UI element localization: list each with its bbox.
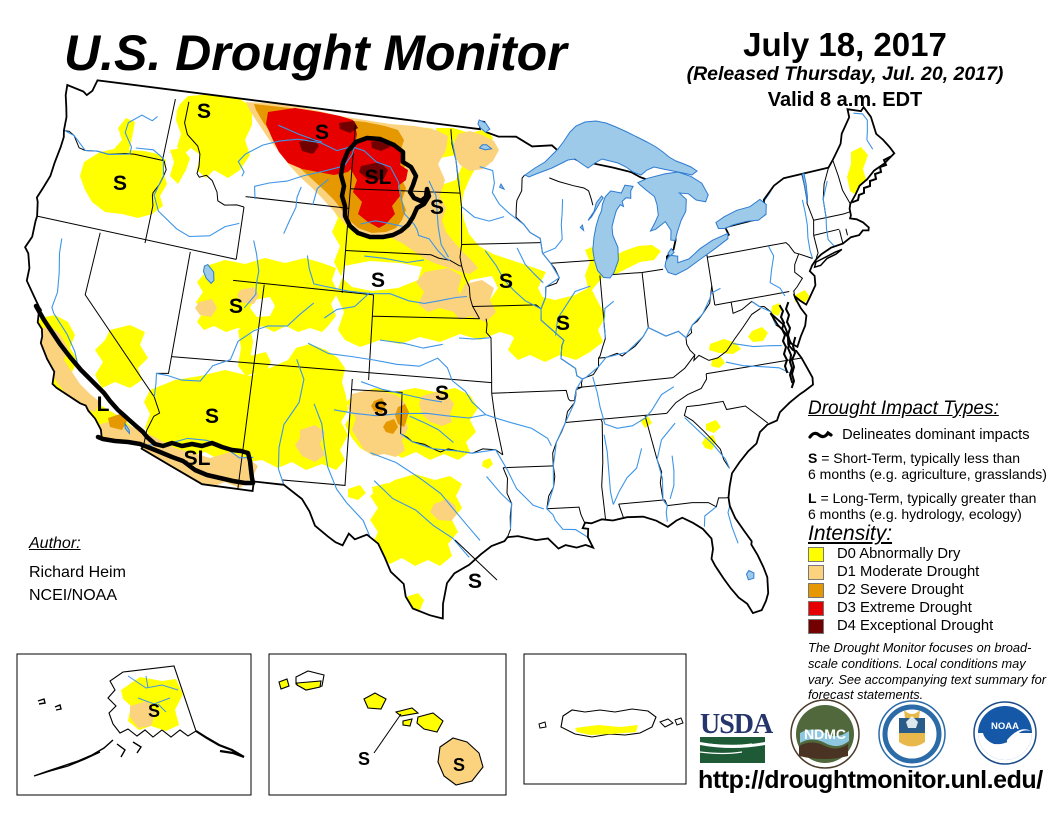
svg-text:NDMC: NDMC xyxy=(804,726,846,742)
svg-text:S: S xyxy=(556,312,570,335)
svg-text:SL: SL xyxy=(184,447,211,470)
svg-text:SL: SL xyxy=(365,166,392,189)
svg-text:S: S xyxy=(358,749,370,769)
svg-text:S: S xyxy=(229,295,243,318)
svg-text:S: S xyxy=(468,570,482,593)
svg-text:NOAA: NOAA xyxy=(991,721,1019,732)
svg-text:S: S xyxy=(315,121,329,144)
svg-text:S: S xyxy=(374,398,388,421)
svg-text:S: S xyxy=(113,172,127,195)
svg-text:S: S xyxy=(197,100,211,123)
svg-text:L: L xyxy=(97,393,110,416)
svg-text:S: S xyxy=(371,269,385,292)
svg-text:S: S xyxy=(453,755,465,775)
svg-text:S: S xyxy=(430,196,444,219)
svg-text:S: S xyxy=(148,701,160,721)
svg-text:S: S xyxy=(435,382,449,405)
svg-text:S: S xyxy=(205,405,219,428)
svg-text:S: S xyxy=(499,270,513,293)
svg-text:USDA: USDA xyxy=(700,709,774,740)
